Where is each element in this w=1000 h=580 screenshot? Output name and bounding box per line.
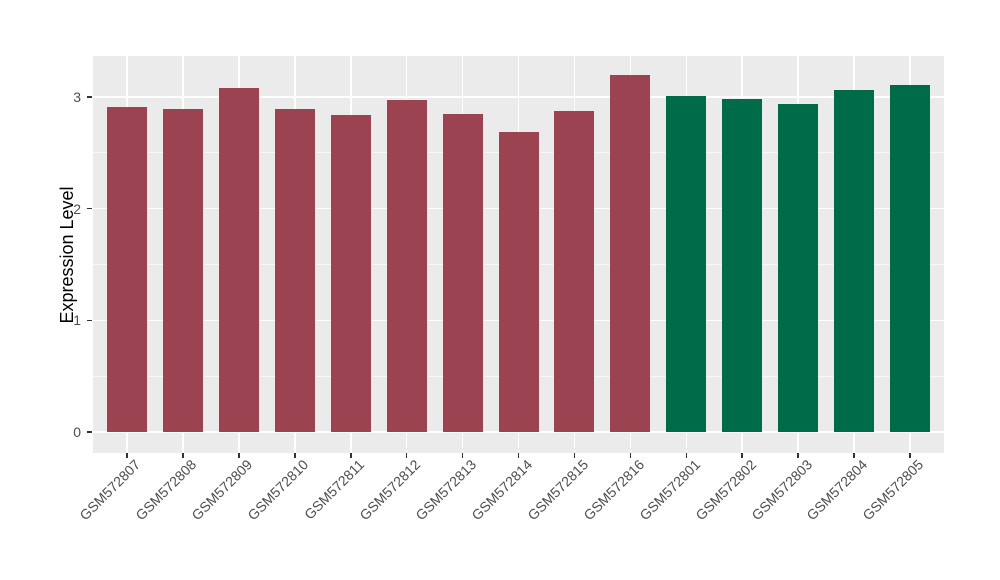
x-tick-mark [238, 453, 240, 458]
y-tick-mark [87, 96, 92, 98]
bar [274, 109, 315, 432]
x-tick-mark [685, 453, 688, 458]
bar [834, 90, 875, 432]
x-tick-mark [461, 453, 464, 458]
bar [218, 87, 259, 432]
y-tick-label: 3 [73, 88, 81, 105]
y-axis-title: Expression Level [57, 186, 77, 324]
x-tick-mark [349, 453, 352, 458]
x-tick-mark [182, 453, 184, 458]
x-tick-mark [909, 453, 911, 458]
bar [610, 74, 651, 432]
bar [162, 109, 203, 432]
x-tick-mark [853, 453, 855, 458]
x-tick-mark [405, 453, 408, 458]
bar [778, 103, 819, 432]
bar [442, 113, 483, 432]
bar [890, 84, 931, 432]
y-tick-label: 2 [73, 200, 81, 217]
x-tick-mark [293, 453, 296, 458]
x-tick-mark [629, 453, 632, 458]
y-tick-mark [87, 431, 92, 433]
bar [330, 114, 371, 432]
x-tick-mark [126, 453, 128, 458]
plot-panel [93, 56, 944, 453]
x-tick-mark [573, 453, 576, 458]
bar [722, 99, 763, 432]
y-tick-mark [87, 207, 92, 210]
bar [554, 111, 595, 432]
bar [386, 100, 427, 432]
y-tick-label: 1 [73, 312, 81, 329]
x-tick-mark [797, 453, 799, 458]
y-tick-mark [87, 319, 92, 322]
bar [107, 106, 147, 432]
bar [498, 131, 539, 432]
y-tick-label: 0 [73, 424, 81, 440]
x-tick-mark [741, 453, 744, 458]
bar [666, 95, 707, 432]
x-tick-mark [517, 453, 520, 458]
